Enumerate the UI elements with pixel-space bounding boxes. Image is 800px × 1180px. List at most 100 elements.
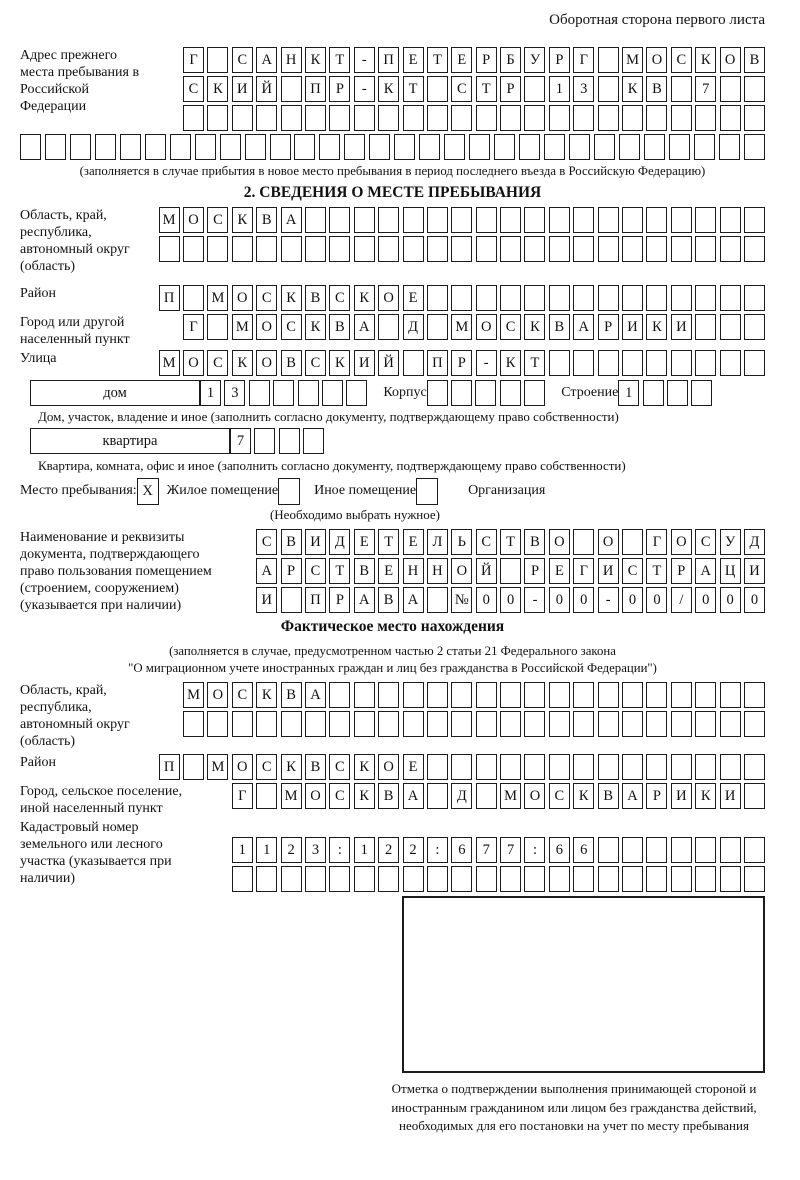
char-cell[interactable] [369,134,391,160]
char-cell[interactable] [548,236,570,262]
char-cell[interactable] [280,866,302,892]
char-cell[interactable] [573,529,595,555]
char-cell[interactable] [597,105,619,131]
char-cell[interactable]: К [256,682,278,708]
char-cell[interactable] [278,478,301,505]
char-cell[interactable] [451,380,473,406]
char-cell[interactable]: И [670,314,692,340]
char-cell[interactable] [256,236,278,262]
char-cell[interactable]: А [256,558,278,584]
char-cell[interactable] [94,134,116,160]
char-cell[interactable] [622,754,644,780]
char-cell[interactable]: К [280,754,302,780]
char-cell[interactable]: 1 [231,837,253,863]
char-cell[interactable] [329,105,351,131]
char-cell[interactable] [280,105,302,131]
char-cell[interactable] [346,380,368,406]
char-cell[interactable]: Р [280,558,302,584]
char-cell[interactable] [524,866,546,892]
char-cell[interactable] [691,380,713,406]
char-cell[interactable] [353,711,375,737]
char-cell[interactable]: С [231,47,253,73]
char-cell[interactable] [402,711,424,737]
char-cell[interactable] [667,380,689,406]
char-cell[interactable]: М [158,207,180,233]
char-cell[interactable]: П [378,47,400,73]
char-cell[interactable] [319,134,341,160]
char-cell[interactable] [304,866,326,892]
char-cell[interactable] [329,711,351,737]
char-cell[interactable]: К [280,285,302,311]
char-cell[interactable]: П [304,76,326,102]
char-cell[interactable] [573,207,595,233]
char-cell[interactable] [402,682,424,708]
char-cell[interactable] [622,105,644,131]
char-cell[interactable] [254,428,276,454]
char-cell[interactable]: В [378,783,400,809]
char-cell[interactable]: И [256,587,278,613]
char-cell[interactable]: : [524,837,546,863]
char-cell[interactable] [475,236,497,262]
char-cell[interactable]: 2 [402,837,424,863]
char-cell[interactable]: Р [548,47,570,73]
char-cell[interactable]: В [524,529,546,555]
char-cell[interactable] [695,837,717,863]
char-cell[interactable]: 0 [622,587,644,613]
char-cell[interactable] [500,682,522,708]
char-cell[interactable]: Й [256,76,278,102]
char-cell[interactable] [670,207,692,233]
char-cell[interactable] [494,134,516,160]
char-cell[interactable] [475,682,497,708]
char-cell[interactable]: 3 [573,76,595,102]
char-cell[interactable] [426,711,448,737]
char-cell[interactable] [426,587,448,613]
char-cell[interactable] [646,236,668,262]
char-cell[interactable] [451,754,473,780]
char-cell[interactable]: О [378,754,400,780]
char-cell[interactable]: О [207,682,229,708]
char-cell[interactable] [573,866,595,892]
char-cell[interactable] [618,134,640,160]
char-cell[interactable] [207,711,229,737]
char-cell[interactable] [524,105,546,131]
char-cell[interactable] [646,207,668,233]
char-cell[interactable] [597,754,619,780]
char-cell[interactable]: : [426,837,448,863]
char-cell[interactable] [597,76,619,102]
char-cell[interactable]: 6 [451,837,473,863]
char-cell[interactable]: Ц [719,558,741,584]
char-cell[interactable]: Т [329,558,351,584]
char-cell[interactable] [444,134,466,160]
char-cell[interactable]: О [183,207,205,233]
char-cell[interactable] [280,76,302,102]
char-cell[interactable]: В [378,587,400,613]
char-cell[interactable]: - [353,76,375,102]
char-cell[interactable]: 0 [646,587,668,613]
char-cell[interactable]: Р [329,76,351,102]
char-cell[interactable]: М [500,783,522,809]
char-cell[interactable] [500,207,522,233]
char-cell[interactable]: С [329,285,351,311]
char-cell[interactable]: В [280,350,302,376]
char-cell[interactable] [329,682,351,708]
char-cell[interactable]: А [622,783,644,809]
char-cell[interactable]: Р [597,314,619,340]
char-cell[interactable] [378,682,400,708]
char-cell[interactable] [695,207,717,233]
char-cell[interactable] [646,682,668,708]
char-cell[interactable] [524,76,546,102]
char-cell[interactable] [573,682,595,708]
house-box[interactable]: дом [30,380,200,406]
char-cell[interactable] [231,105,253,131]
char-cell[interactable]: М [280,783,302,809]
char-cell[interactable]: 0 [548,587,570,613]
char-cell[interactable]: П [304,587,326,613]
char-cell[interactable]: Т [646,558,668,584]
char-cell[interactable]: К [695,783,717,809]
char-cell[interactable] [622,236,644,262]
char-cell[interactable] [544,134,566,160]
char-cell[interactable]: И [719,783,741,809]
char-cell[interactable] [280,587,302,613]
char-cell[interactable]: 3 [224,380,246,406]
char-cell[interactable]: О [256,314,278,340]
